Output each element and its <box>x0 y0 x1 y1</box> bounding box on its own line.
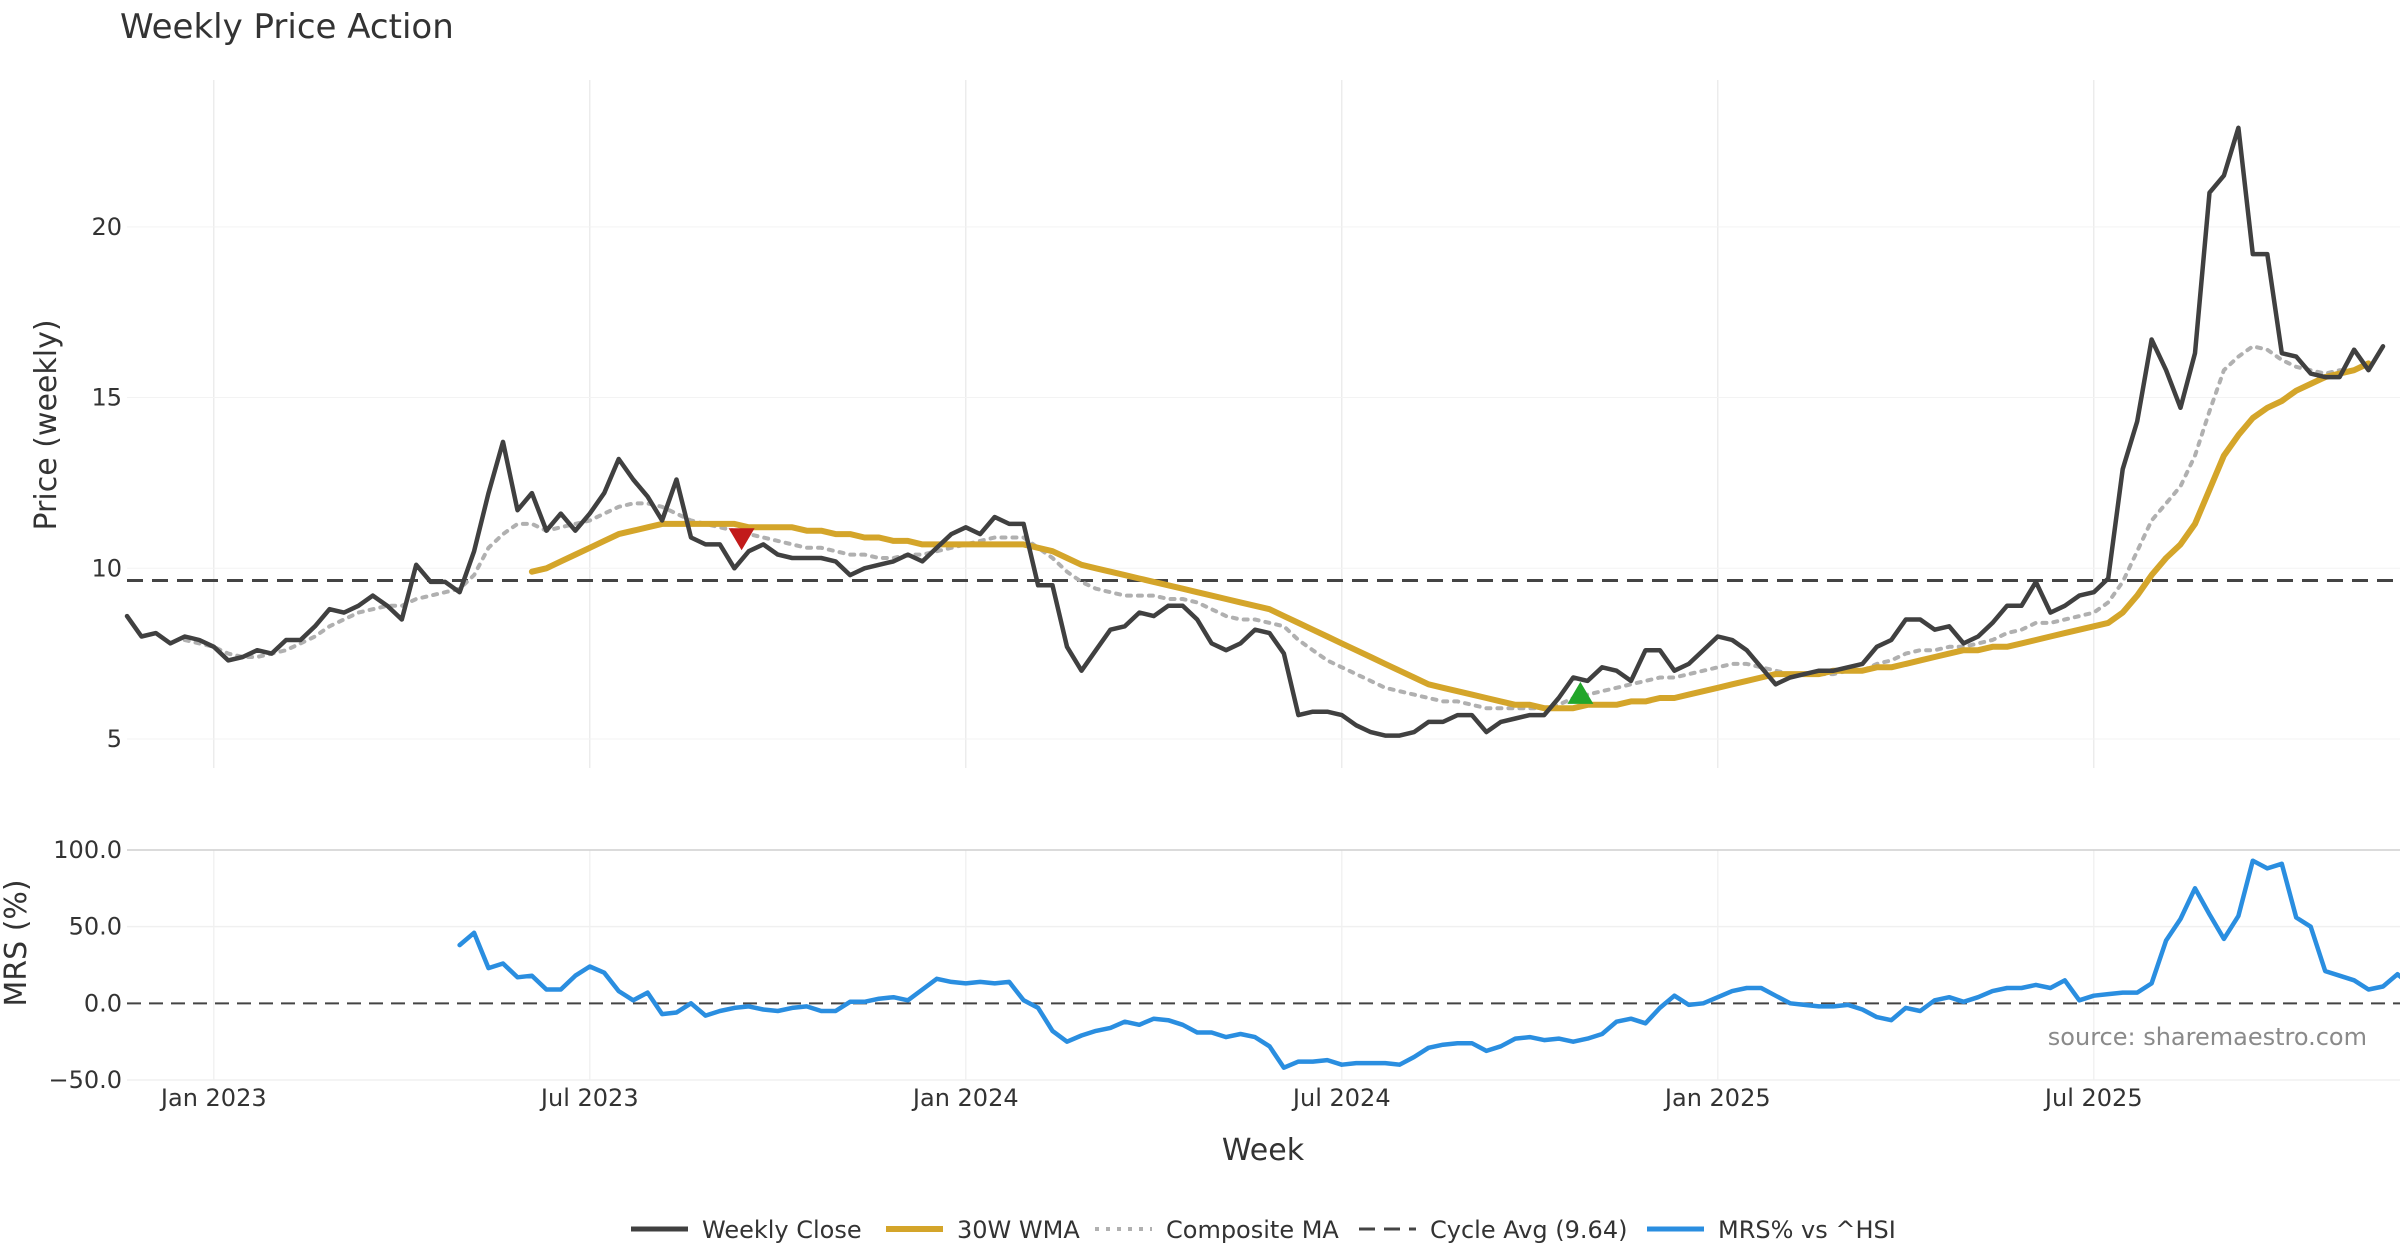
price-y-axis-label: Price (weekly) <box>29 319 64 530</box>
x-ticks: Jan 2023 Jul 2023 Jan 2024 Jul 2024 Jan 2025… <box>159 1084 2143 1112</box>
mrs-series <box>127 858 2400 1070</box>
x-tick-label: Jul 2023 <box>539 1084 639 1112</box>
price-series <box>124 125 2400 738</box>
mrs-y-tick-label: 100.0 <box>53 836 122 864</box>
x-tick-label: Jan 2025 <box>1663 1084 1771 1112</box>
mrs-y-tick-label: 0.0 <box>84 989 122 1017</box>
composite-ma-line <box>182 344 2371 711</box>
mrs-gridlines <box>127 849 2400 1081</box>
source-note: source: sharemaestro.com <box>2048 1023 2367 1051</box>
x-tick-label: Jul 2025 <box>2043 1084 2143 1112</box>
price-y-ticks: 5 10 15 20 <box>91 213 122 753</box>
price-y-tick-label: 15 <box>91 384 122 412</box>
price-y-tick-label: 10 <box>91 554 122 582</box>
weekly-close-line <box>124 125 2386 738</box>
mrs-y-tick-label: 50.0 <box>69 913 122 941</box>
x-axis-label: Week <box>1222 1133 1305 1168</box>
mrs-y-tick-label: −50.0 <box>48 1066 122 1094</box>
price-y-tick-label: 5 <box>107 725 122 753</box>
30w-wma-line <box>528 360 2372 712</box>
legend-label-cycle-avg-9-64: Cycle Avg (9.64) <box>1430 1216 1627 1244</box>
mrs-y-ticks: 100.0 50.0 0.0 −50.0 <box>48 836 122 1094</box>
mrs-line <box>457 858 2400 1070</box>
price-y-tick-label: 20 <box>91 213 122 241</box>
mrs-y-axis-label: MRS (%) <box>0 879 34 1006</box>
chart-title: Weekly Price Action <box>120 7 454 47</box>
x-tick-label: Jan 2024 <box>911 1084 1019 1112</box>
x-tick-label: Jul 2024 <box>1291 1084 1391 1112</box>
legend: Weekly Close 30W WMA Composite MA Cycle Avg… <box>631 1216 1896 1244</box>
legend-label-30w-wma: 30W WMA <box>957 1216 1080 1244</box>
price-gridlines <box>127 80 2400 768</box>
legend-label-mrs-vs-hsi: MRS% vs ^HSI <box>1718 1216 1896 1244</box>
legend-label-weekly-close: Weekly Close <box>702 1216 862 1244</box>
sell-signal-marker <box>728 528 755 551</box>
legend-label-composite-ma: Composite MA <box>1166 1216 1339 1244</box>
x-tick-label: Jan 2023 <box>159 1084 267 1112</box>
buy-signal-marker <box>1567 681 1594 704</box>
